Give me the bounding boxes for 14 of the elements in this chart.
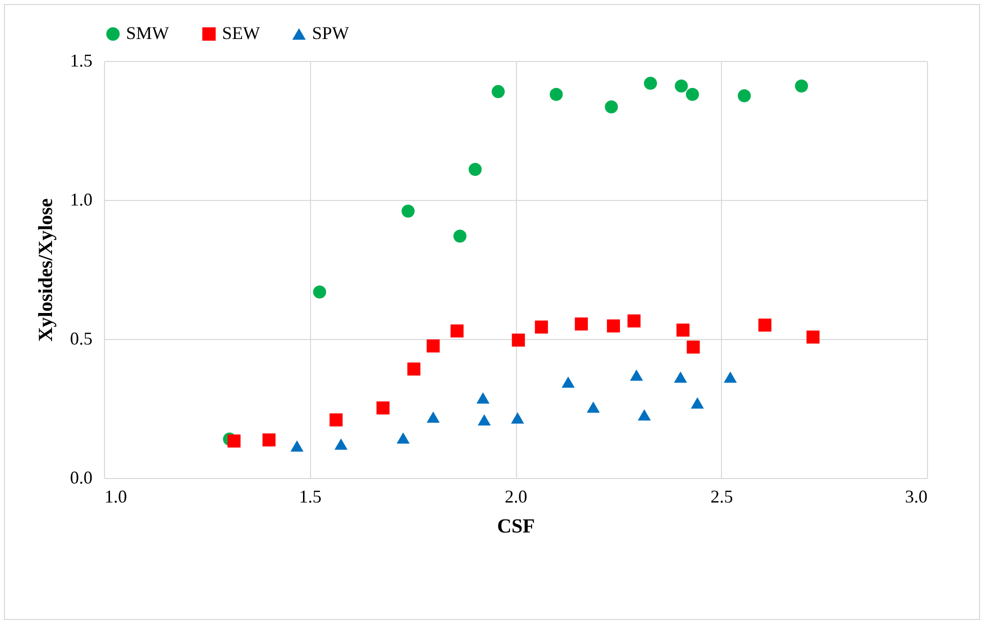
legend-label: SEW xyxy=(222,23,260,43)
x-axis-title: CSF xyxy=(497,516,535,538)
x-tick-label: 1.0 xyxy=(104,486,127,506)
x-tick-label: 1.5 xyxy=(299,486,322,506)
legend-label: SPW xyxy=(312,23,350,43)
y-tick-label: 1.0 xyxy=(70,190,92,210)
x-tick-label: 2.5 xyxy=(710,486,733,506)
legend-label: SMW xyxy=(126,23,170,43)
y-tick-label: 1.5 xyxy=(70,50,92,70)
y-tick-label: 0.0 xyxy=(70,468,92,488)
x-tick-label: 2.0 xyxy=(504,486,528,506)
y-axis-title: Xylosides/Xylose xyxy=(35,198,57,342)
x-tick-label: 3.0 xyxy=(905,486,928,506)
y-tick-label: 0.5 xyxy=(70,328,92,348)
